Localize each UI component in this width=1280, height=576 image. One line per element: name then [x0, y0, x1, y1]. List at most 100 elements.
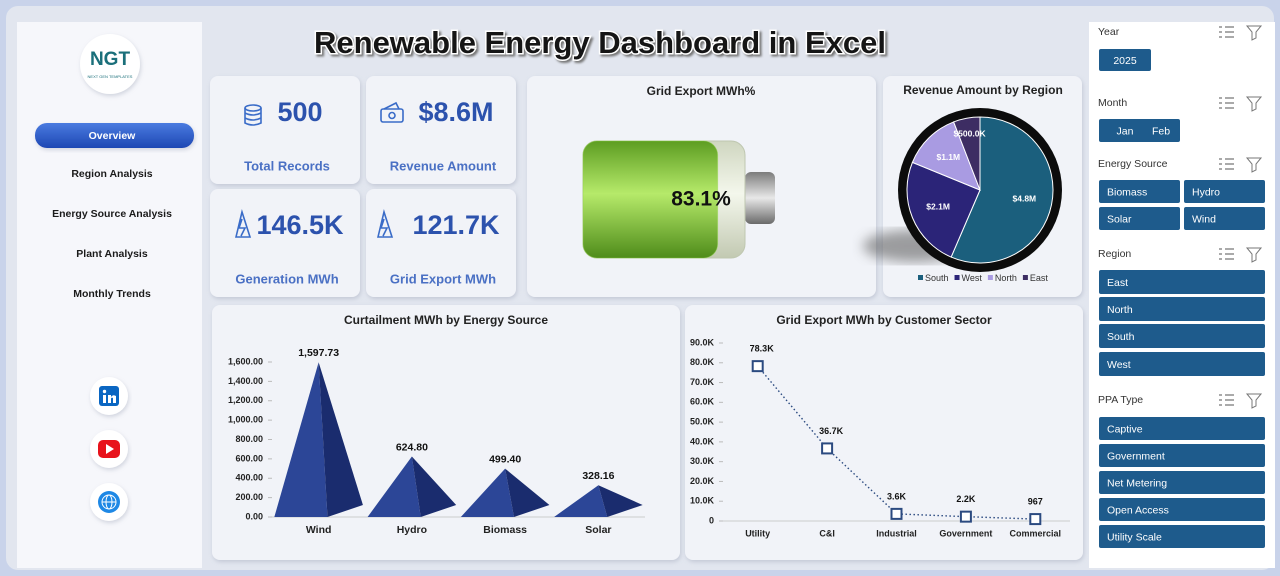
nav-item[interactable]: Plant Analysis [76, 248, 148, 260]
marker [1029, 513, 1042, 526]
logo-tagline: NEXT GEN TEMPLATES [88, 74, 133, 79]
y-tick-label: 40.0K [690, 436, 715, 446]
chart-title: Grid Export MWh by Customer Sector [776, 313, 992, 327]
dashboard-title: Renewable Energy Dashboard in Excel [314, 25, 886, 60]
nav-item[interactable]: Energy Source Analysis [52, 208, 172, 220]
pyramid-side [318, 362, 363, 517]
y-tick-label: 10.0K [690, 496, 715, 506]
logo-text: NGT [90, 49, 131, 70]
chart-title: Curtailment MWh by Energy Source [344, 313, 548, 327]
y-tick-label: 1,600.00 [228, 356, 263, 366]
slicer-item[interactable]: North [1107, 304, 1133, 316]
pyramid-front [460, 468, 514, 517]
value-label: $2.1M [926, 201, 950, 211]
slicer-button[interactable] [1099, 471, 1265, 494]
slicer-item[interactable]: Utility Scale [1107, 531, 1162, 543]
slicer-item[interactable]: Wind [1192, 213, 1216, 225]
pyramid [367, 456, 457, 517]
value-label: 78.3K [750, 344, 775, 354]
pyramid [554, 485, 643, 517]
slicer-item[interactable]: Biomass [1107, 186, 1147, 198]
kpi-value: $8.6M [418, 97, 493, 127]
slicer-item[interactable]: Feb [1152, 125, 1170, 137]
y-tick-label: 1,400.00 [228, 376, 263, 386]
slicer-button[interactable] [1142, 119, 1180, 142]
slicer-button[interactable] [1184, 180, 1265, 203]
slicer-item[interactable]: East [1107, 277, 1128, 289]
nav-item[interactable]: Region Analysis [71, 168, 152, 180]
value-label: $4.8M [1013, 193, 1037, 203]
kpi-card [210, 189, 360, 297]
legend-swatch [954, 275, 960, 280]
social-icons [90, 377, 128, 521]
multi-select-icon[interactable] [1219, 158, 1234, 170]
icon-part [102, 389, 107, 394]
clear-filter-icon[interactable] [1245, 393, 1263, 409]
x-tick-label: Wind [306, 524, 332, 536]
multi-select-icon[interactable] [1219, 26, 1234, 38]
slicer-item[interactable]: Solar [1107, 213, 1132, 225]
slicer-button[interactable] [1099, 324, 1265, 348]
value-label: 2.2K [956, 494, 976, 504]
pyramid-front [367, 456, 421, 517]
slicer-button[interactable] [1184, 207, 1265, 230]
nav-item[interactable]: Monthly Trends [73, 288, 151, 300]
kpi-value: 500 [277, 97, 322, 127]
multi-select-icon[interactable] [1219, 248, 1234, 260]
nav-panel [17, 22, 202, 568]
battery-cap [745, 172, 775, 224]
slicer-item[interactable]: West [1107, 359, 1131, 371]
y-tick-label: 0 [709, 515, 714, 525]
legend-label: West [962, 273, 983, 283]
pyramid-front [274, 362, 328, 517]
slicer-button[interactable] [1099, 525, 1265, 548]
y-tick-label: 90.0K [690, 337, 715, 347]
slicer-item[interactable]: Hydro [1192, 186, 1220, 198]
slicer-button[interactable] [1099, 180, 1180, 203]
x-tick-label: Commercial [1010, 528, 1062, 538]
slicer-item[interactable]: Captive [1107, 423, 1143, 435]
value-label: 499.40 [489, 453, 521, 465]
slicer-title: Month [1098, 97, 1127, 109]
slicer-item[interactable]: 2025 [1113, 55, 1137, 67]
slicer-item[interactable]: Government [1107, 450, 1165, 462]
slicer-button[interactable] [1099, 297, 1265, 321]
slicer-item[interactable]: Open Access [1107, 504, 1169, 516]
slicer-button[interactable] [1099, 270, 1265, 294]
slicer-title: Region [1098, 248, 1131, 260]
x-tick-label: C&I [819, 528, 835, 538]
slicer-button[interactable] [1099, 119, 1151, 142]
x-tick-label: Biomass [483, 524, 527, 536]
slicer-item[interactable]: Net Metering [1107, 477, 1167, 489]
clear-filter-icon[interactable] [1245, 157, 1263, 173]
pie-slice [911, 121, 981, 191]
y-tick-label: 1,000.00 [228, 415, 263, 425]
legend-label: North [995, 273, 1017, 283]
chart-card [212, 305, 680, 560]
nav-active[interactable] [35, 123, 194, 148]
slicer-button[interactable] [1099, 417, 1265, 440]
slicer-button[interactable] [1099, 49, 1151, 71]
value-label: $1.1M [936, 152, 960, 162]
multi-select-icon[interactable] [1219, 97, 1234, 109]
slicer-button[interactable] [1099, 498, 1265, 521]
slicer-button[interactable] [1099, 207, 1180, 230]
clear-filter-icon[interactable] [1245, 96, 1263, 112]
value-label: $500.0K [953, 128, 986, 138]
slicer-button[interactable] [1099, 352, 1265, 376]
kpi-cards [210, 76, 516, 297]
y-tick-label: 20.0K [690, 476, 715, 486]
x-tick-label: Solar [585, 524, 611, 536]
multi-select-icon[interactable] [1219, 394, 1234, 406]
slicer-item[interactable]: Jan [1117, 125, 1134, 137]
pyramid-side [411, 456, 457, 517]
clear-filter-icon[interactable] [1245, 25, 1263, 41]
slicer-item[interactable]: South [1107, 331, 1135, 343]
slicer-title: Energy Source [1098, 158, 1168, 170]
nav-item[interactable]: Overview [89, 130, 137, 142]
slicer-title: Year [1098, 26, 1120, 38]
value-label: 1,597.73 [298, 347, 339, 359]
slicer-button[interactable] [1099, 444, 1265, 467]
clear-filter-icon[interactable] [1245, 247, 1263, 263]
